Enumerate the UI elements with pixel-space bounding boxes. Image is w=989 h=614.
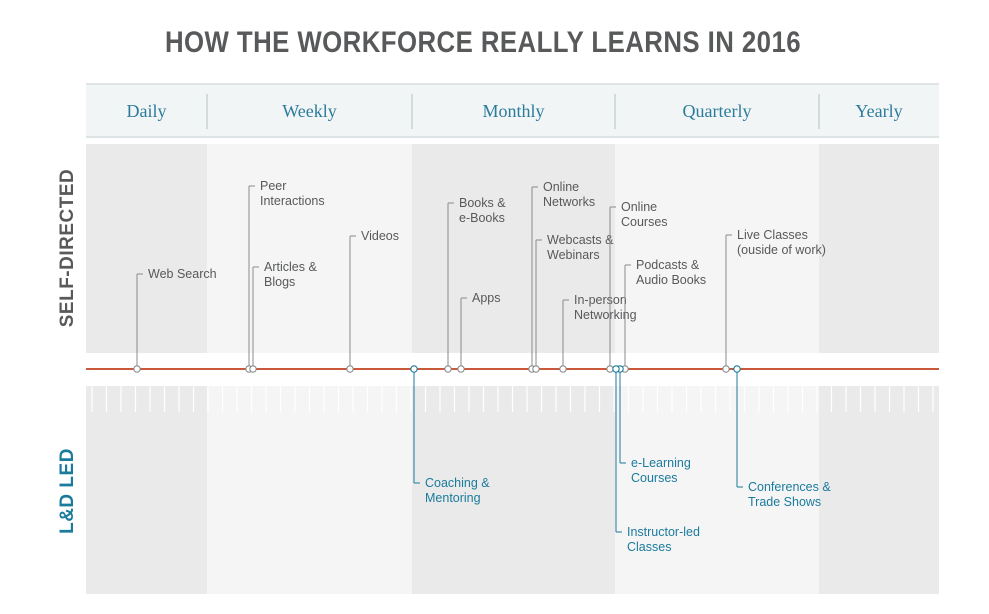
timeline-dot-instructor-led-classes [612, 365, 620, 373]
item-label-books-ebooks: Books & e-Books [459, 196, 506, 225]
item-label-podcasts-audio-books: Podcasts & Audio Books [636, 258, 706, 287]
timeline-dot-webcasts-webinars [532, 365, 540, 373]
period-header-yearly: Yearly [855, 101, 902, 121]
item-label-in-person-networking: In-person Networking [574, 293, 637, 322]
timeline-dot-articles-blogs [249, 365, 257, 373]
item-label-coaching-mentoring: Coaching & Mentoring [425, 476, 490, 505]
timeline-dot-conferences-trade-shows [733, 365, 741, 373]
column-band-top [615, 144, 819, 353]
item-label-articles-blogs: Articles & Blogs [264, 260, 317, 289]
item-label-videos: Videos [361, 229, 399, 243]
period-header-monthly: Monthly [482, 101, 544, 121]
item-label-online-networks: Online Networks [543, 180, 595, 209]
item-label-conferences-trade-shows: Conferences & Trade Shows [748, 480, 831, 509]
timeline-dot-books-ebooks [444, 365, 452, 373]
column-band-top [86, 144, 207, 353]
item-label-instructor-led-classes: Instructor-led Classes [627, 525, 700, 554]
column-band-top [819, 144, 939, 353]
timeline-dot-apps [457, 365, 465, 373]
item-label-peer-interactions: Peer Interactions [260, 179, 325, 208]
timeline-dot-online-courses [606, 365, 614, 373]
item-label-webcasts-webinars: Webcasts & Webinars [547, 233, 614, 262]
column-band-bottom [207, 386, 412, 594]
column-band-bottom [86, 386, 207, 594]
period-header-weekly: Weekly [282, 101, 337, 121]
timeline-dot-coaching-mentoring [410, 365, 418, 373]
item-label-live-classes: Live Classes (ouside of work) [737, 228, 826, 257]
column-band-bottom [412, 386, 615, 594]
column-band-top [412, 144, 615, 353]
page-title: HOW THE WORKFORCE REALLY LEARNS IN 2016 [164, 26, 802, 59]
period-header-daily: Daily [127, 101, 167, 121]
column-band-bottom [615, 386, 819, 594]
timeline-dot-live-classes [722, 365, 730, 373]
period-header-quarterly: Quarterly [683, 101, 752, 121]
column-band-top [207, 144, 412, 353]
item-label-online-courses: Online Courses [621, 200, 668, 229]
column-band-bottom [819, 386, 939, 594]
header-band [86, 84, 939, 138]
timeline-dot-web-search [133, 365, 141, 373]
timeline-dot-in-person-networking [559, 365, 567, 373]
item-label-e-learning-courses: e-Learning Courses [631, 456, 691, 485]
item-label-web-search: Web Search [148, 267, 217, 281]
timeline-dot-videos [346, 365, 354, 373]
item-label-apps: Apps [472, 291, 501, 305]
